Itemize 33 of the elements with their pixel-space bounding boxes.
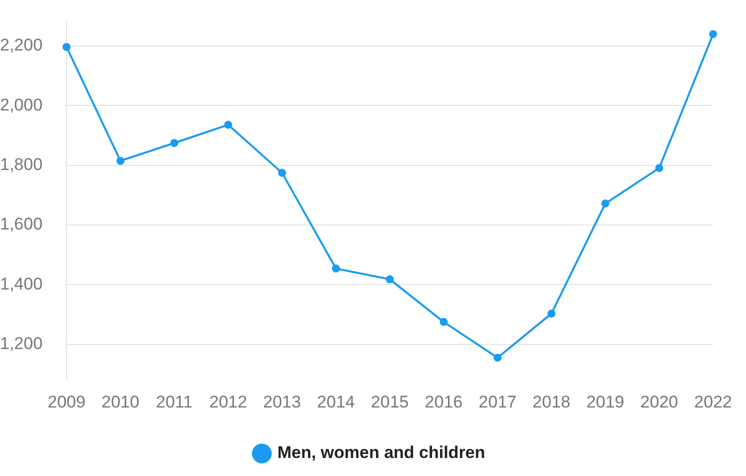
point <box>224 120 232 129</box>
point <box>170 138 178 147</box>
x-tick-label: 2022 <box>694 392 732 412</box>
x-tick-label: 2011 <box>156 392 193 412</box>
x-tick-label: 2012 <box>209 392 248 412</box>
x-tick-label: 2014 <box>317 392 355 412</box>
point <box>440 318 448 326</box>
x-tick-label: 2010 <box>102 392 140 412</box>
x-tick-label: 2020 <box>640 392 678 412</box>
y-tick-label: 1,200 <box>0 334 43 353</box>
point <box>116 156 124 165</box>
point <box>386 275 394 284</box>
legend-label: Men, women and children <box>277 443 486 462</box>
point <box>655 164 664 172</box>
x-tick-label: 2019 <box>586 392 624 412</box>
x-tick-label: 2018 <box>532 392 570 412</box>
point <box>547 310 556 318</box>
point <box>709 30 718 38</box>
x-tick-label: 2015 <box>370 392 409 412</box>
y-tick-label: 2,000 <box>0 95 43 114</box>
y-tick-label: 1,800 <box>0 155 43 174</box>
point <box>62 42 71 51</box>
y-tick-label: 2,200 <box>0 36 43 55</box>
x-tick-label: 2013 <box>263 392 301 412</box>
point <box>278 168 286 177</box>
x-tick-label: 2009 <box>48 392 86 412</box>
x-tick-label: 2017 <box>478 392 516 412</box>
point <box>601 200 610 208</box>
point <box>332 264 340 273</box>
x-tick-label: 2016 <box>424 392 463 412</box>
y-tick-label: 1,600 <box>0 214 43 234</box>
point <box>494 354 502 362</box>
y-tick-label: 1,400 <box>0 274 43 294</box>
